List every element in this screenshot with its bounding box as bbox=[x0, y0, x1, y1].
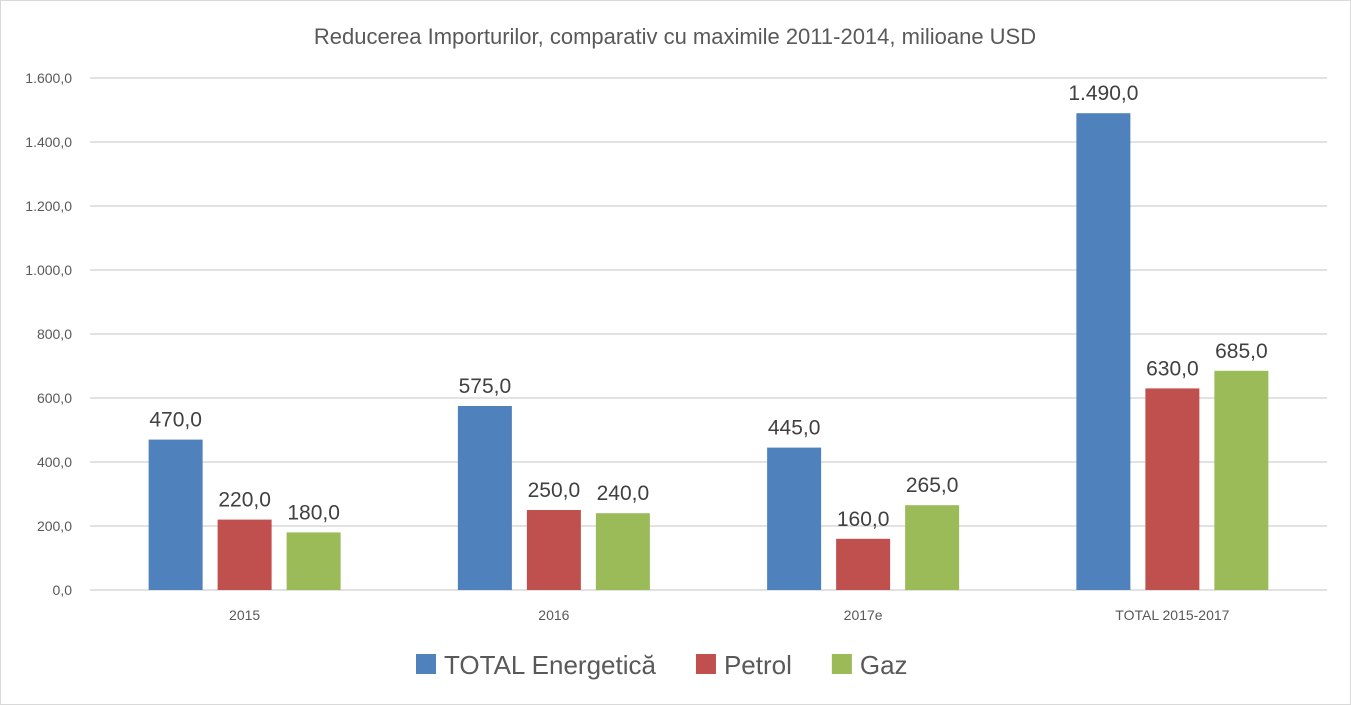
gridlines bbox=[90, 77, 1327, 591]
y-tick-label: 800,0 bbox=[37, 326, 72, 342]
y-tick-label: 0,0 bbox=[53, 582, 73, 598]
data-label: 240,0 bbox=[597, 482, 650, 505]
x-tick-label: 2015 bbox=[229, 607, 260, 623]
y-tick-label: 1.200,0 bbox=[25, 198, 72, 214]
y-tick-label: 1.600,0 bbox=[25, 70, 72, 86]
bar bbox=[1145, 388, 1200, 590]
legend: TOTAL Energetică Petrol Gaz bbox=[416, 650, 908, 680]
legend-item: Petrol bbox=[695, 650, 792, 680]
legend-swatch bbox=[831, 654, 852, 674]
data-label: 445,0 bbox=[768, 417, 821, 440]
y-tick-label: 200,0 bbox=[37, 518, 72, 534]
bar bbox=[905, 505, 960, 590]
legend-label: TOTAL Energetică bbox=[444, 650, 656, 680]
bar bbox=[595, 513, 650, 590]
data-label: 180,0 bbox=[287, 501, 340, 524]
bar bbox=[767, 447, 822, 590]
x-tick-label: TOTAL 2015-2017 bbox=[1115, 607, 1229, 623]
chart-title: Reducerea Importurilor, comparativ cu ma… bbox=[314, 24, 1036, 49]
legend-item: Gaz bbox=[831, 650, 908, 680]
bar bbox=[286, 532, 341, 590]
data-label: 160,0 bbox=[837, 508, 890, 531]
bar bbox=[526, 510, 581, 590]
data-label: 685,0 bbox=[1215, 340, 1268, 363]
x-axis: 2015 2016 2017e TOTAL 2015-2017 bbox=[229, 607, 1230, 623]
legend-swatch bbox=[695, 654, 716, 674]
bar bbox=[217, 519, 272, 590]
x-tick-label: 2017e bbox=[844, 607, 883, 623]
legend-swatch bbox=[416, 654, 436, 674]
data-label: 220,0 bbox=[218, 489, 271, 512]
bars bbox=[148, 113, 1269, 590]
x-tick-label: 2016 bbox=[538, 607, 569, 623]
bar bbox=[836, 538, 891, 590]
bar bbox=[457, 406, 512, 590]
legend-item: TOTAL Energetică bbox=[416, 650, 656, 680]
data-label: 250,0 bbox=[528, 479, 581, 502]
y-axis: 0,0 200,0 400,0 600,0 800,0 1.000,0 1.200,0 1.4… bbox=[25, 70, 72, 598]
data-label: 630,0 bbox=[1146, 357, 1199, 380]
bar bbox=[1076, 113, 1131, 590]
y-tick-label: 1.400,0 bbox=[25, 134, 72, 150]
bar bbox=[1214, 370, 1269, 590]
y-tick-label: 400,0 bbox=[37, 454, 72, 470]
data-label: 575,0 bbox=[459, 375, 512, 398]
legend-label: Gaz bbox=[860, 650, 908, 680]
data-label: 470,0 bbox=[149, 409, 202, 432]
data-labels: 470,0 220,0 180,0 575,0 250,0 240,0 445,0 160,0… bbox=[149, 82, 1267, 531]
data-label: 265,0 bbox=[906, 474, 959, 497]
y-tick-label: 600,0 bbox=[37, 390, 72, 406]
data-label: 1.490,0 bbox=[1068, 82, 1138, 105]
y-tick-label: 1.000,0 bbox=[25, 262, 72, 278]
bar bbox=[148, 439, 203, 590]
legend-label: Petrol bbox=[724, 650, 792, 680]
